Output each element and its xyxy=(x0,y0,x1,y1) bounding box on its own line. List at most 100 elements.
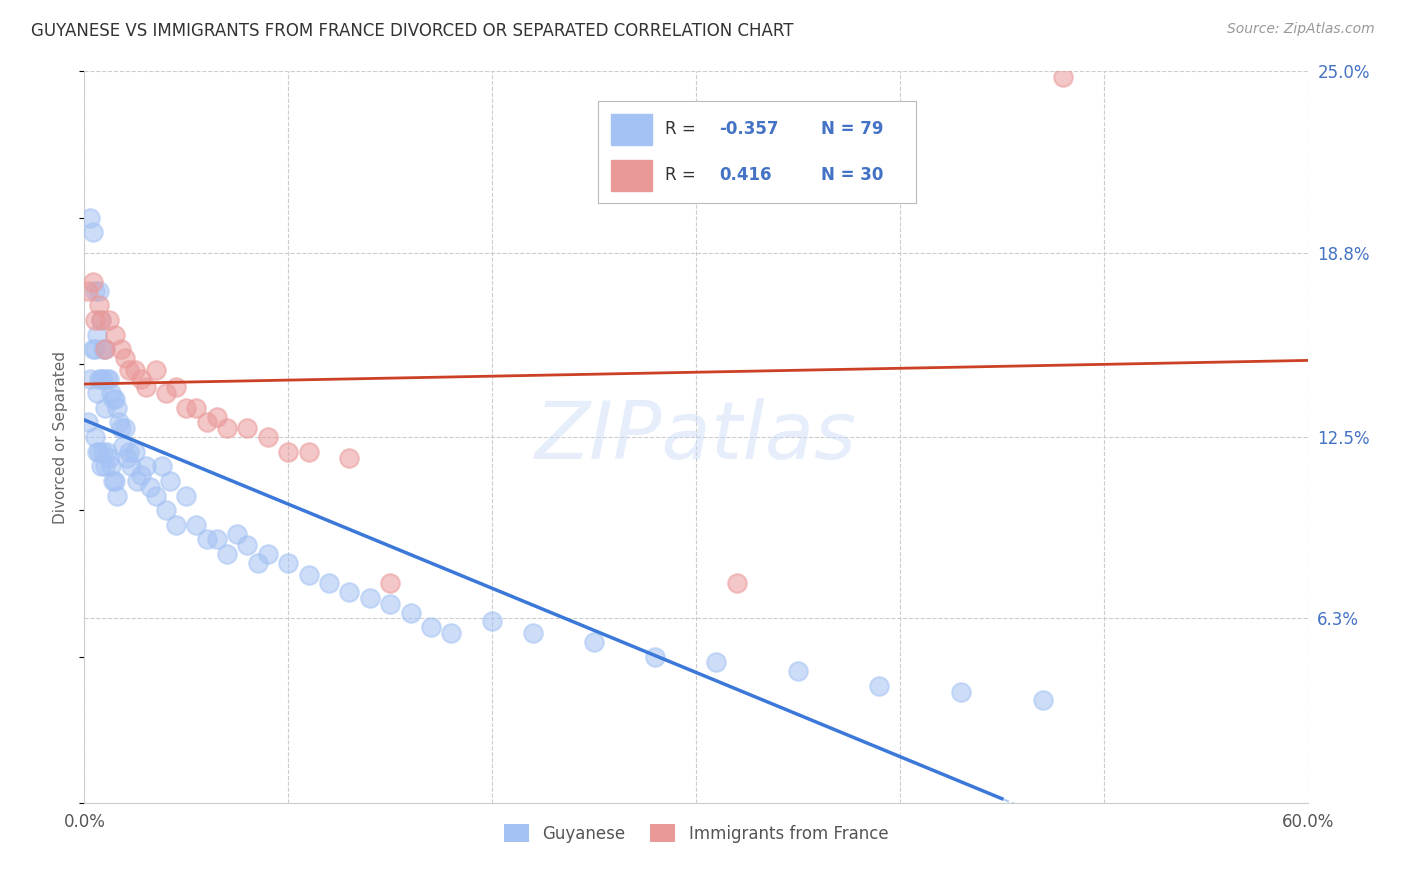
Point xyxy=(90,371,112,385)
Point xyxy=(236,538,259,552)
Point xyxy=(91,444,114,458)
Point xyxy=(298,444,321,458)
Point xyxy=(105,489,128,503)
Point xyxy=(105,401,128,415)
Point xyxy=(83,343,105,357)
Point xyxy=(205,409,228,424)
Point xyxy=(205,533,228,547)
Point xyxy=(339,585,361,599)
Point xyxy=(83,430,105,444)
Point xyxy=(706,656,728,670)
Point xyxy=(186,517,208,532)
Point xyxy=(112,439,135,453)
Point xyxy=(118,363,141,377)
Point xyxy=(91,343,114,357)
Point xyxy=(217,421,239,435)
Point xyxy=(114,351,136,365)
Point xyxy=(138,480,160,494)
Point xyxy=(104,327,127,342)
Point xyxy=(135,459,157,474)
Point xyxy=(131,371,153,385)
Point xyxy=(950,684,973,698)
Point xyxy=(155,386,177,401)
Point xyxy=(186,401,208,415)
Point xyxy=(104,392,127,406)
Point xyxy=(100,459,122,474)
Text: ZIPatlas: ZIPatlas xyxy=(534,398,858,476)
Point xyxy=(97,371,120,385)
Point xyxy=(359,591,381,605)
Point xyxy=(174,489,197,503)
Point xyxy=(380,576,402,591)
Point xyxy=(195,416,218,430)
Point xyxy=(150,459,173,474)
Point xyxy=(82,275,104,289)
Point xyxy=(226,526,249,541)
Point xyxy=(124,444,146,458)
Point xyxy=(82,225,104,239)
Point xyxy=(86,444,108,458)
Point xyxy=(97,450,120,465)
Point xyxy=(87,284,110,298)
Point xyxy=(277,444,299,458)
Point xyxy=(90,313,112,327)
Point xyxy=(725,576,748,591)
Point xyxy=(246,556,269,570)
Point xyxy=(124,363,146,377)
Point xyxy=(104,474,127,488)
Point xyxy=(115,450,138,465)
Point xyxy=(145,489,167,503)
Legend: Guyanese, Immigrants from France: Guyanese, Immigrants from France xyxy=(498,818,894,849)
Point xyxy=(83,284,105,298)
Point xyxy=(318,576,340,591)
Point xyxy=(86,386,108,401)
Point xyxy=(135,380,157,394)
Point xyxy=(101,474,124,488)
Point xyxy=(93,343,115,357)
Text: GUYANESE VS IMMIGRANTS FROM FRANCE DIVORCED OR SEPARATED CORRELATION CHART: GUYANESE VS IMMIGRANTS FROM FRANCE DIVOR… xyxy=(31,22,793,40)
Point xyxy=(90,459,112,474)
Point xyxy=(399,606,422,620)
Point xyxy=(114,421,136,435)
Point xyxy=(118,444,141,458)
Point xyxy=(110,421,132,435)
Point xyxy=(96,444,118,458)
Point xyxy=(165,380,187,394)
Point xyxy=(110,343,132,357)
Point xyxy=(145,363,167,377)
Point xyxy=(522,626,544,640)
Point xyxy=(339,450,361,465)
Point xyxy=(440,626,463,640)
Point xyxy=(869,679,891,693)
Point xyxy=(298,567,321,582)
Point xyxy=(100,386,122,401)
Point xyxy=(1052,70,1074,85)
Text: Source: ZipAtlas.com: Source: ZipAtlas.com xyxy=(1227,22,1375,37)
Point xyxy=(96,371,118,385)
Point xyxy=(131,468,153,483)
Point xyxy=(90,313,112,327)
Point xyxy=(257,430,280,444)
Point xyxy=(108,416,131,430)
Point xyxy=(1032,693,1054,707)
Point xyxy=(174,401,197,415)
Point xyxy=(380,597,402,611)
Point xyxy=(644,649,666,664)
Point xyxy=(257,547,280,561)
Point xyxy=(159,474,181,488)
Point xyxy=(195,533,218,547)
Y-axis label: Divorced or Separated: Divorced or Separated xyxy=(53,351,69,524)
Point xyxy=(79,371,101,385)
Point xyxy=(481,615,503,629)
Point xyxy=(87,444,110,458)
Point xyxy=(787,664,810,678)
Point xyxy=(86,327,108,342)
Point xyxy=(93,401,115,415)
Point xyxy=(82,343,104,357)
Point xyxy=(277,556,299,570)
Point xyxy=(93,343,115,357)
Point xyxy=(120,459,142,474)
Point xyxy=(583,635,606,649)
Point xyxy=(127,474,149,488)
Point xyxy=(217,547,239,561)
